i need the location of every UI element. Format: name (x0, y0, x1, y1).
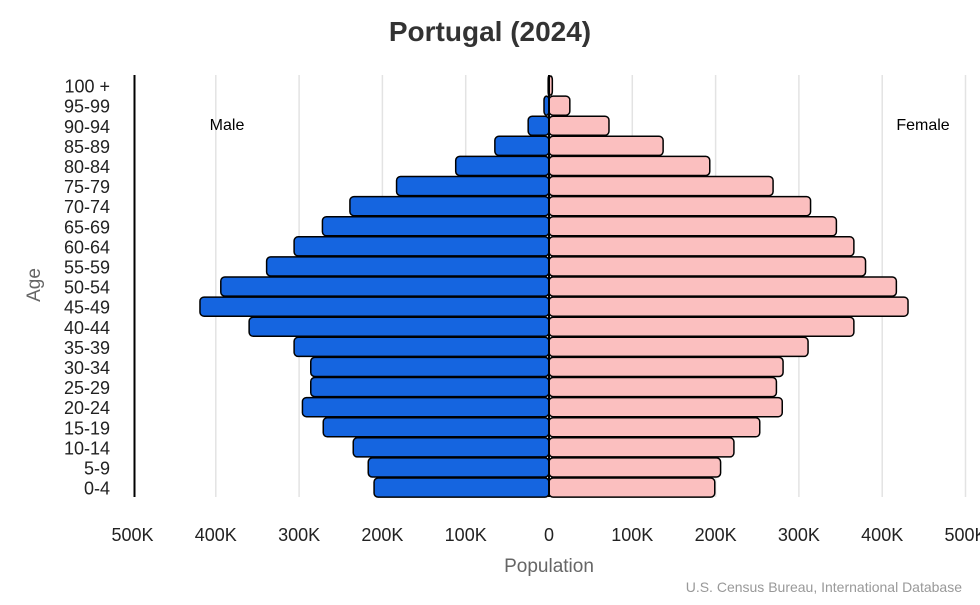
bar-female-25-29 (548, 376, 778, 398)
x-axis-title: Population (504, 556, 594, 577)
bar-female-95-99 (548, 95, 571, 116)
y-tick-label: 75-79 (64, 177, 110, 197)
x-tick-label: 500K (944, 525, 980, 545)
bar-female-80-84 (548, 155, 711, 177)
bar-male-80-84 (454, 155, 550, 177)
bar-female-60-64 (548, 236, 855, 257)
y-tick-label: 85-89 (64, 137, 110, 157)
bar-male-90-94 (527, 115, 550, 137)
bar-male-75-79 (395, 175, 550, 197)
y-tick-label: 35-39 (64, 338, 110, 358)
y-tick-label: 65-69 (64, 217, 110, 237)
bar-male-60-64 (293, 236, 550, 257)
bar-female-35-39 (548, 336, 809, 358)
bar-male-30-34 (310, 356, 550, 378)
chart-title: Portugal (2024) (389, 16, 591, 47)
y-tick-label: 5-9 (84, 458, 110, 478)
y-axis-title: Age (24, 268, 45, 302)
bar-male-70-74 (349, 195, 550, 217)
y-tick-label: 70-74 (64, 197, 110, 217)
bar-female-0-4 (548, 477, 716, 498)
bar-male-15-19 (322, 416, 550, 438)
x-tick-label: 100K (445, 525, 487, 545)
y-tick-label: 55-59 (64, 257, 110, 277)
y-tick-label: 95-99 (64, 97, 110, 117)
x-tick-label: 300K (778, 525, 820, 545)
bar-female-20-24 (548, 396, 783, 418)
bar-male-50-54 (220, 276, 550, 297)
bar-male-85-89 (494, 135, 550, 157)
x-tick-label: 400K (195, 525, 237, 545)
y-tick-label: 50-54 (64, 278, 110, 298)
bar-female-65-69 (548, 215, 838, 237)
bar-female-85-89 (548, 135, 664, 157)
y-tick-label: 80-84 (64, 157, 110, 177)
y-tick-label: 0-4 (84, 479, 110, 499)
bar-male-0-4 (373, 477, 550, 498)
x-tick-label: 300K (278, 525, 320, 545)
bar-female-30-34 (548, 356, 784, 378)
legend-male: Male (210, 117, 245, 134)
bar-female-75-79 (548, 175, 774, 197)
bar-female-70-74 (548, 195, 812, 217)
y-tick-label: 60-64 (64, 237, 110, 257)
y-tick-label: 90-94 (64, 117, 110, 137)
y-tick-label: 15-19 (64, 418, 110, 438)
bar-male-55-59 (265, 256, 550, 277)
bar-female-10-14 (548, 437, 735, 458)
y-tick-label: 10-14 (64, 438, 110, 458)
bar-female-50-54 (548, 276, 898, 297)
bar-female-45-49 (548, 296, 909, 317)
bar-female-5-9 (548, 457, 722, 478)
x-tick-label: 100K (611, 525, 653, 545)
bar-female-90-94 (548, 115, 610, 137)
bar-male-40-44 (248, 316, 550, 338)
bar-female-55-59 (548, 256, 867, 277)
bar-male-25-29 (310, 376, 550, 398)
x-tick-label: 200K (695, 525, 737, 545)
source-caption: U.S. Census Bureau, International Databa… (686, 579, 962, 595)
bar-female-40-44 (548, 316, 855, 338)
y-tick-label: 20-24 (64, 398, 110, 418)
bar-male-35-39 (293, 336, 550, 358)
x-tick-label: 500K (111, 525, 153, 545)
x-tick-label: 0 (544, 525, 554, 545)
y-tick-label: 40-44 (64, 318, 110, 338)
bar-male-65-69 (321, 215, 550, 237)
bar-female-15-19 (548, 416, 761, 438)
bar-male-45-49 (199, 296, 550, 317)
bar-male-20-24 (301, 396, 550, 418)
x-tick-label: 200K (361, 525, 403, 545)
bar-male-10-14 (352, 437, 550, 458)
y-tick-label: 100 + (64, 77, 110, 97)
y-tick-label: 45-49 (64, 298, 110, 318)
y-tick-label: 25-29 (64, 378, 110, 398)
legend-female: Female (896, 117, 949, 134)
bar-male-5-9 (367, 457, 550, 478)
y-tick-label: 30-34 (64, 358, 110, 378)
x-tick-label: 400K (861, 525, 903, 545)
